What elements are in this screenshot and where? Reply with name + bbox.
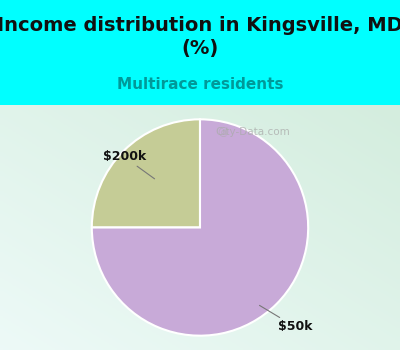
Wedge shape: [92, 119, 308, 336]
Text: Multirace residents: Multirace residents: [117, 77, 283, 92]
Text: $50k: $50k: [260, 306, 312, 333]
Text: @: @: [217, 127, 228, 137]
Text: $200k: $200k: [103, 150, 154, 179]
Wedge shape: [92, 119, 200, 228]
Text: City-Data.com: City-Data.com: [215, 127, 290, 137]
Text: Income distribution in Kingsville, MD
(%): Income distribution in Kingsville, MD (%…: [0, 16, 400, 58]
